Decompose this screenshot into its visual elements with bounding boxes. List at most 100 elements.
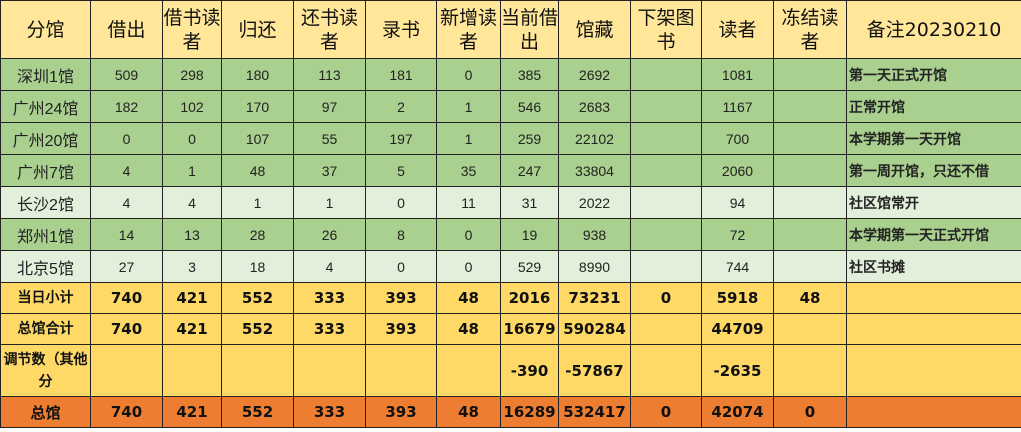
- value-cell[interactable]: -390: [500, 344, 559, 397]
- value-cell[interactable]: 181: [365, 58, 437, 91]
- value-cell[interactable]: 2022: [558, 186, 631, 219]
- value-cell[interactable]: 0: [630, 396, 702, 428]
- value-cell[interactable]: [630, 344, 702, 397]
- value-cell[interactable]: 532417: [558, 396, 631, 428]
- value-cell[interactable]: 333: [293, 313, 366, 345]
- note-cell[interactable]: 本学期第一天正式开馆: [846, 218, 1021, 251]
- value-cell[interactable]: [630, 313, 702, 345]
- branch-name-cell[interactable]: 广州7馆: [0, 154, 91, 187]
- value-cell[interactable]: 5: [365, 154, 437, 187]
- value-cell[interactable]: 48: [773, 282, 847, 314]
- column-header[interactable]: 下架图书: [630, 0, 702, 59]
- value-cell[interactable]: 170: [221, 90, 294, 123]
- value-cell[interactable]: 4: [293, 250, 366, 283]
- value-cell[interactable]: [630, 90, 702, 123]
- value-cell[interactable]: [162, 344, 222, 397]
- value-cell[interactable]: 333: [293, 282, 366, 314]
- value-cell[interactable]: 247: [500, 154, 559, 187]
- column-header[interactable]: 备注20230210: [846, 0, 1021, 59]
- value-cell[interactable]: 197: [365, 122, 437, 155]
- note-cell[interactable]: [846, 313, 1021, 345]
- value-cell[interactable]: 35: [436, 154, 501, 187]
- branch-name-cell[interactable]: 长沙2馆: [0, 186, 91, 219]
- value-cell[interactable]: 0: [773, 396, 847, 428]
- value-cell[interactable]: 5918: [701, 282, 774, 314]
- value-cell[interactable]: 2016: [500, 282, 559, 314]
- value-cell[interactable]: 1081: [701, 58, 774, 91]
- value-cell[interactable]: [630, 122, 702, 155]
- value-cell[interactable]: 2692: [558, 58, 631, 91]
- value-cell[interactable]: 11: [436, 186, 501, 219]
- column-header[interactable]: 归还: [221, 0, 294, 59]
- value-cell[interactable]: [630, 250, 702, 283]
- value-cell[interactable]: 4: [162, 186, 222, 219]
- value-cell[interactable]: 22102: [558, 122, 631, 155]
- note-cell[interactable]: 第一天正式开馆: [846, 58, 1021, 91]
- branch-name-cell[interactable]: 郑州1馆: [0, 218, 91, 251]
- value-cell[interactable]: 393: [365, 313, 437, 345]
- value-cell[interactable]: [630, 58, 702, 91]
- value-cell[interactable]: 740: [90, 313, 163, 345]
- value-cell[interactable]: 55: [293, 122, 366, 155]
- value-cell[interactable]: 1: [293, 186, 366, 219]
- value-cell[interactable]: 298: [162, 58, 222, 91]
- value-cell[interactable]: [773, 122, 847, 155]
- value-cell[interactable]: 48: [436, 396, 501, 428]
- note-cell[interactable]: [846, 282, 1021, 314]
- value-cell[interactable]: 27: [90, 250, 163, 283]
- value-cell[interactable]: 0: [436, 58, 501, 91]
- value-cell[interactable]: 529: [500, 250, 559, 283]
- value-cell[interactable]: [630, 218, 702, 251]
- value-cell[interactable]: 0: [90, 122, 163, 155]
- value-cell[interactable]: -2635: [701, 344, 774, 397]
- value-cell[interactable]: 102: [162, 90, 222, 123]
- value-cell[interactable]: 48: [221, 154, 294, 187]
- column-header[interactable]: 分馆: [0, 0, 91, 59]
- value-cell[interactable]: 421: [162, 396, 222, 428]
- value-cell[interactable]: [773, 154, 847, 187]
- value-cell[interactable]: [773, 218, 847, 251]
- note-cell[interactable]: 社区馆常开: [846, 186, 1021, 219]
- value-cell[interactable]: 8: [365, 218, 437, 251]
- value-cell[interactable]: 552: [221, 396, 294, 428]
- value-cell[interactable]: [773, 58, 847, 91]
- value-cell[interactable]: 385: [500, 58, 559, 91]
- note-cell[interactable]: 本学期第一天开馆: [846, 122, 1021, 155]
- value-cell[interactable]: 48: [436, 313, 501, 345]
- value-cell[interactable]: [293, 344, 366, 397]
- value-cell[interactable]: 2060: [701, 154, 774, 187]
- column-header[interactable]: 借书读者: [162, 0, 222, 59]
- branch-name-cell[interactable]: 当日小计: [0, 282, 91, 314]
- value-cell[interactable]: [773, 186, 847, 219]
- value-cell[interactable]: 14: [90, 218, 163, 251]
- note-cell[interactable]: [846, 396, 1021, 428]
- value-cell[interactable]: 31: [500, 186, 559, 219]
- value-cell[interactable]: 1: [436, 90, 501, 123]
- value-cell[interactable]: 0: [365, 186, 437, 219]
- value-cell[interactable]: 19: [500, 218, 559, 251]
- value-cell[interactable]: 37: [293, 154, 366, 187]
- value-cell[interactable]: [630, 154, 702, 187]
- value-cell[interactable]: 107: [221, 122, 294, 155]
- note-cell[interactable]: 第一周开馆，只还不借: [846, 154, 1021, 187]
- note-cell[interactable]: 社区书摊: [846, 250, 1021, 283]
- value-cell[interactable]: 16679: [500, 313, 559, 345]
- branch-name-cell[interactable]: 调节数（其他分: [0, 344, 91, 397]
- value-cell[interactable]: 44709: [701, 313, 774, 345]
- value-cell[interactable]: [773, 90, 847, 123]
- value-cell[interactable]: 2683: [558, 90, 631, 123]
- column-header[interactable]: 录书: [365, 0, 437, 59]
- value-cell[interactable]: [365, 344, 437, 397]
- value-cell[interactable]: 421: [162, 282, 222, 314]
- value-cell[interactable]: 1: [162, 154, 222, 187]
- value-cell[interactable]: 13: [162, 218, 222, 251]
- value-cell[interactable]: 0: [162, 122, 222, 155]
- value-cell[interactable]: 393: [365, 282, 437, 314]
- value-cell[interactable]: 740: [90, 396, 163, 428]
- value-cell[interactable]: 97: [293, 90, 366, 123]
- value-cell[interactable]: [90, 344, 163, 397]
- value-cell[interactable]: 0: [436, 250, 501, 283]
- value-cell[interactable]: 42074: [701, 396, 774, 428]
- value-cell[interactable]: 590284: [558, 313, 631, 345]
- value-cell[interactable]: 113: [293, 58, 366, 91]
